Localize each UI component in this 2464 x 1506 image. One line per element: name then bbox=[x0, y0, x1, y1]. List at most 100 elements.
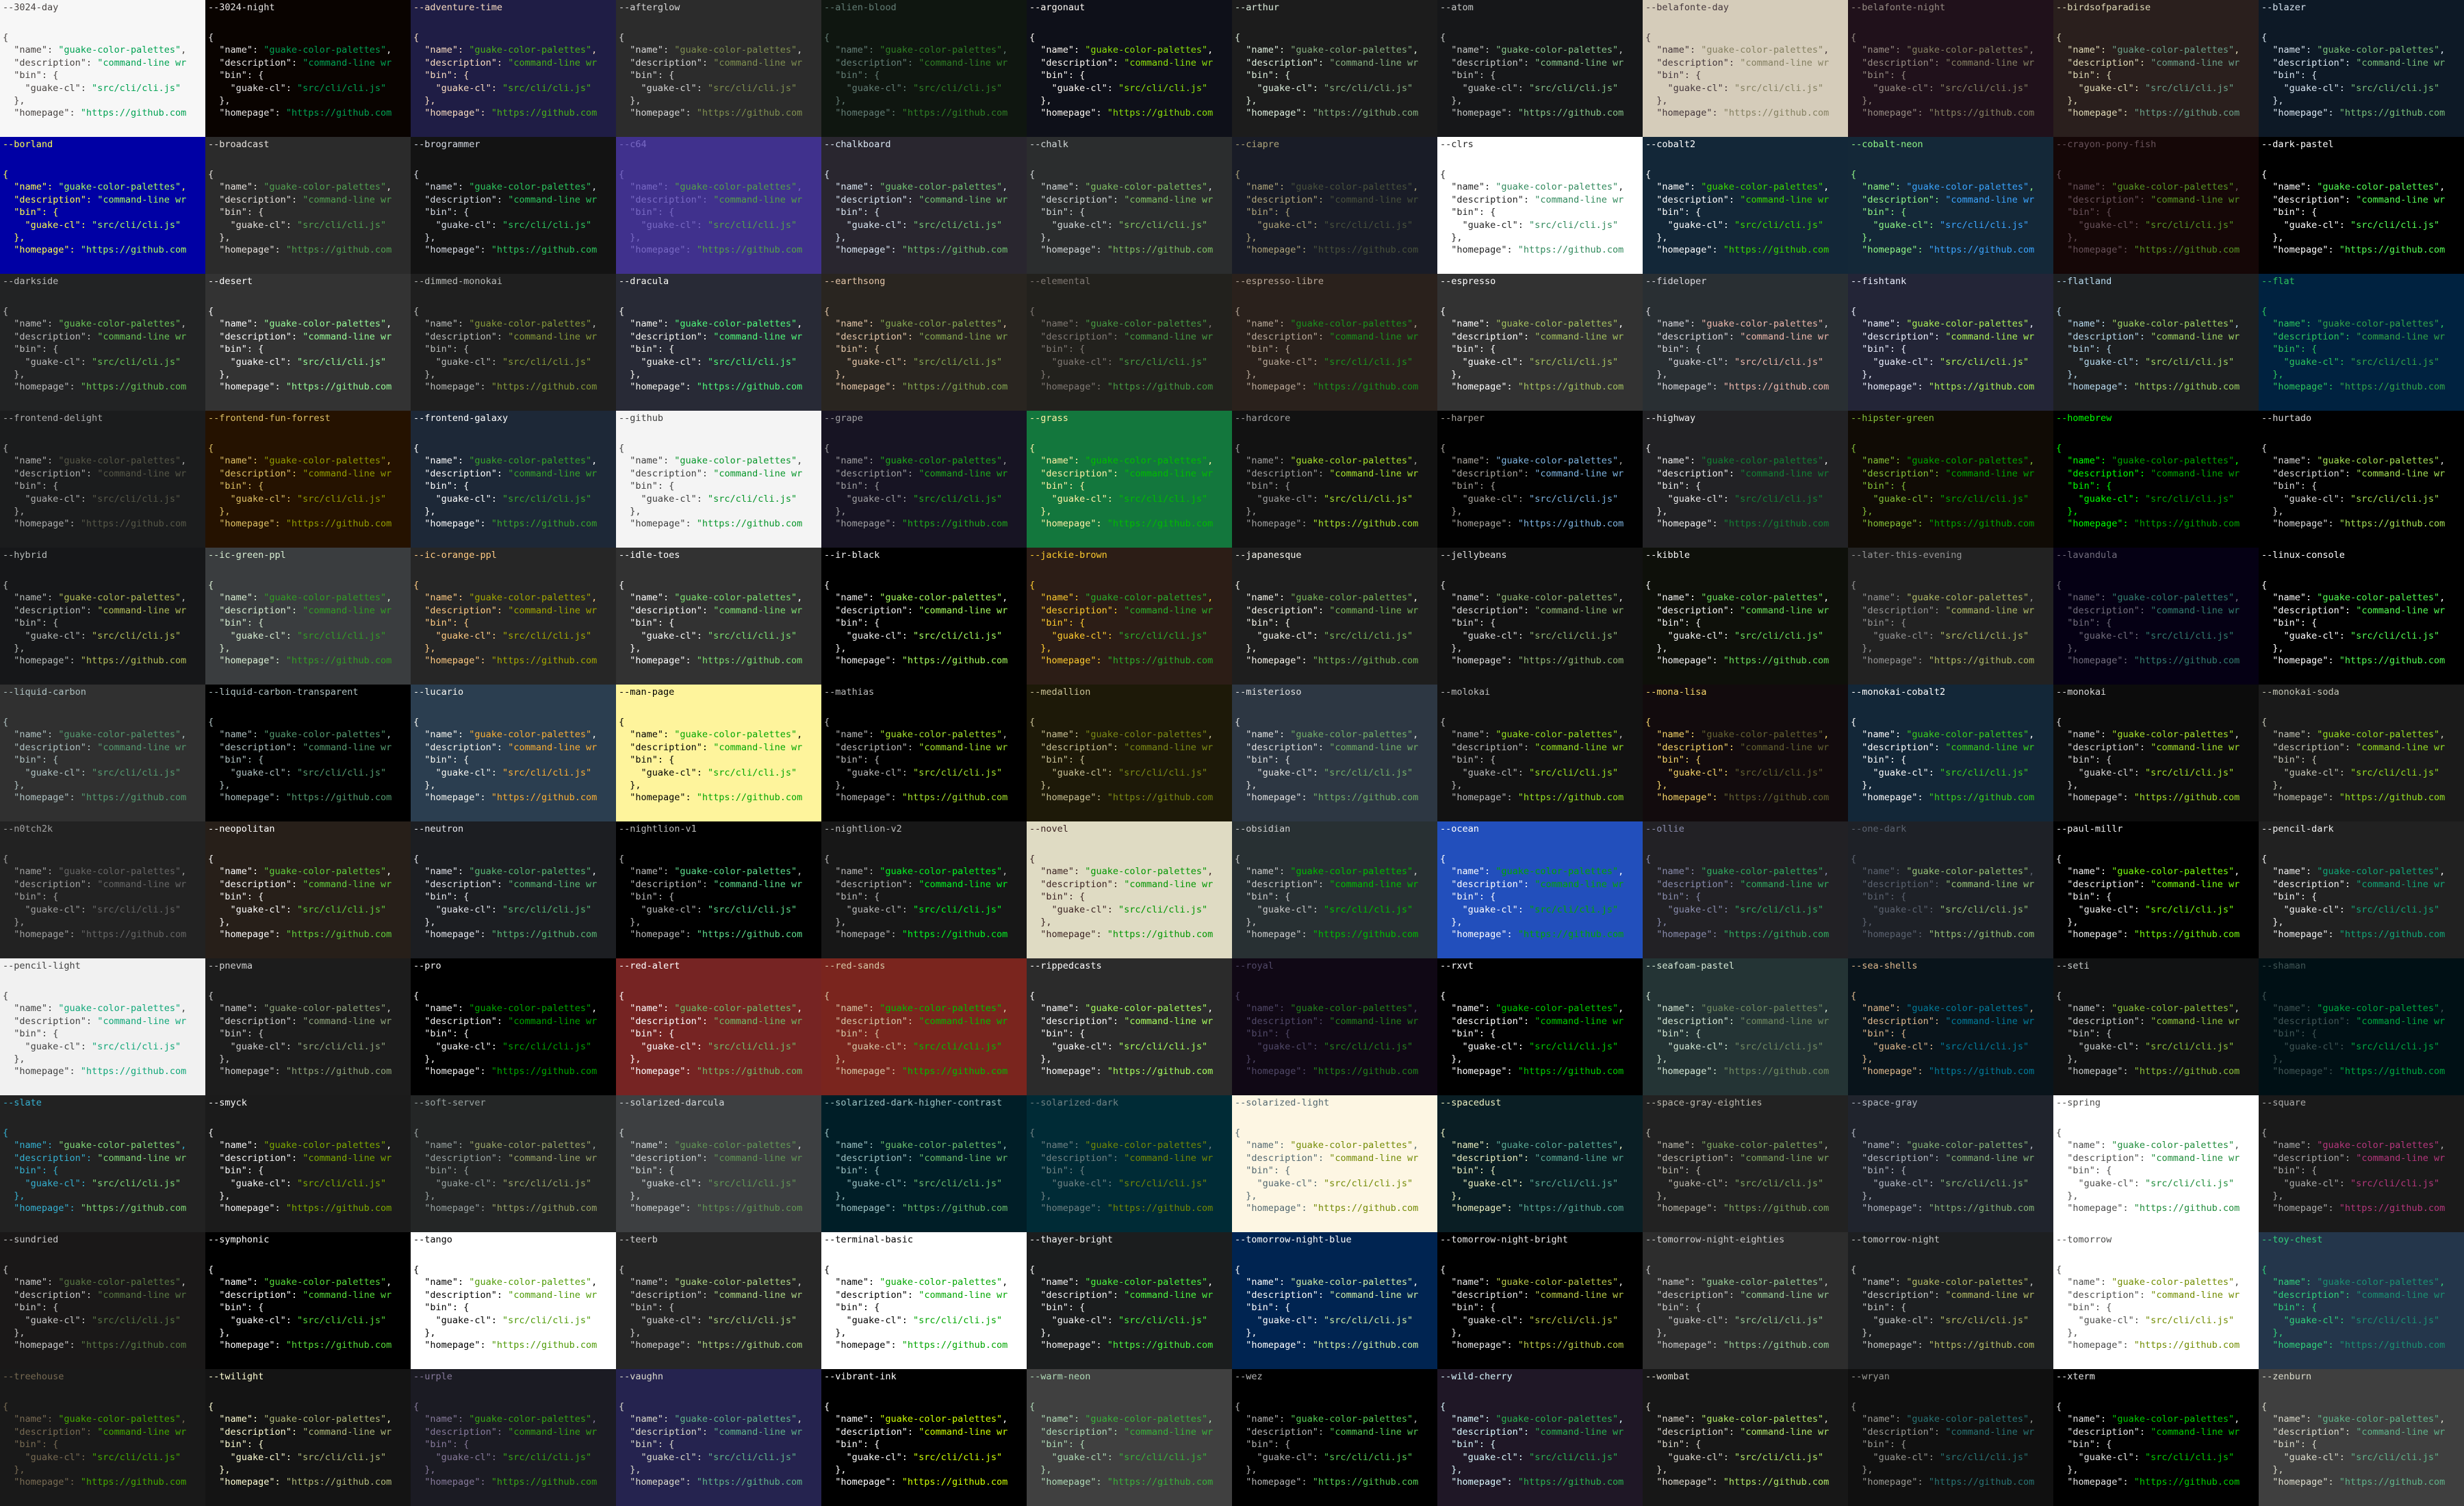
key-token: "name" bbox=[1451, 318, 1485, 330]
code-line: }, bbox=[2056, 368, 2256, 381]
string-token: "https://github.com bbox=[696, 107, 803, 119]
code-line: { bbox=[208, 853, 408, 865]
key-token: : bbox=[1690, 318, 1702, 330]
key-token: : bbox=[869, 592, 880, 604]
code-line: "description": "command-line wr bbox=[619, 741, 819, 754]
key-token: "bin" bbox=[630, 481, 658, 492]
key-token: "homepage" bbox=[1862, 1066, 1918, 1077]
code-line: { bbox=[3, 853, 203, 865]
key-token: , bbox=[181, 44, 187, 56]
key-token: "name" bbox=[2067, 455, 2101, 467]
key-token: , bbox=[1413, 318, 1419, 330]
key-token: : bbox=[1301, 244, 1313, 256]
code-line: "description": "command-line wr bbox=[2261, 878, 2461, 891]
key-token: : bbox=[80, 82, 92, 94]
code-line: "description": "command-line wr bbox=[413, 741, 613, 754]
string-token: "guake-color-palettes" bbox=[469, 729, 592, 741]
string-token: "src/cli/cli.js" bbox=[2350, 1314, 2440, 1326]
string-token: "guake-color-palettes" bbox=[880, 1003, 1003, 1014]
key-token: "bin" bbox=[219, 1302, 247, 1314]
key-token: "guake-cl" bbox=[1051, 1451, 1107, 1463]
key-token: : bbox=[285, 219, 298, 231]
code-snippet: {"name": "guake-color-palettes", "descrip… bbox=[208, 1401, 408, 1489]
key-token: : { bbox=[41, 481, 59, 492]
key-token: : bbox=[702, 1289, 714, 1301]
theme-name: --red-alert bbox=[619, 960, 680, 971]
key-token: "homepage" bbox=[2067, 1477, 2123, 1488]
code-line: { bbox=[1645, 853, 1845, 865]
code-line: { bbox=[3, 1127, 203, 1139]
code-line: { bbox=[208, 716, 408, 728]
key-token: "guake-cl" bbox=[2283, 1314, 2339, 1326]
string-token: "command-line wr bbox=[97, 1015, 187, 1027]
key-token: : bbox=[2344, 604, 2357, 616]
string-token: "command-line wr bbox=[97, 1289, 187, 1301]
key-token: : bbox=[1728, 331, 1741, 342]
code-line: "description": "command-line wr bbox=[1029, 1289, 1229, 1301]
string-token: "command-line wr bbox=[1329, 1015, 1419, 1027]
code-line: "description": "command-line wr bbox=[2056, 604, 2256, 617]
key-token: "bin" bbox=[1246, 207, 1274, 218]
key-token: "description" bbox=[424, 741, 497, 753]
code-line: "guake-cl": "src/cli/cli.js" bbox=[1029, 1177, 1229, 1190]
key-token: { bbox=[2056, 1264, 2062, 1275]
key-token: : bbox=[696, 356, 708, 368]
code-line: "guake-cl": "src/cli/cli.js" bbox=[208, 219, 408, 231]
key-token: { bbox=[824, 443, 830, 454]
code-line: "guake-cl": "src/cli/cli.js" bbox=[208, 82, 408, 94]
key-token: : { bbox=[1478, 344, 1496, 355]
key-token: "description" bbox=[2272, 1289, 2345, 1301]
string-token: "https://github.com bbox=[1928, 1203, 2035, 1214]
string-token: "https://github.com bbox=[1107, 107, 1214, 119]
code-line: "description": "command-line wr bbox=[619, 331, 819, 343]
key-token: "name" bbox=[1656, 729, 1691, 741]
key-token: "guake-cl" bbox=[2283, 904, 2339, 915]
code-line: "bin": { bbox=[208, 206, 408, 218]
code-line: }, bbox=[2261, 1053, 2461, 1065]
theme-name: --medallion bbox=[1029, 687, 1091, 698]
string-token: "src/cli/cli.js" bbox=[708, 1314, 797, 1326]
string-token: "src/cli/cli.js" bbox=[2350, 1451, 2440, 1463]
code-line: "bin": { bbox=[824, 617, 1024, 629]
string-token: "https://github.com bbox=[285, 244, 392, 256]
key-token: : bbox=[2344, 1289, 2357, 1301]
key-token: "guake-cl" bbox=[1667, 356, 1723, 368]
key-token: : bbox=[907, 468, 919, 479]
code-line: }, bbox=[619, 779, 819, 791]
key-token: "homepage" bbox=[219, 1203, 275, 1214]
code-snippet: {"name": "guake-color-palettes", "descrip… bbox=[3, 990, 203, 1078]
key-token: : { bbox=[1684, 1165, 1702, 1177]
code-line: "homepage": "https://github.com bbox=[413, 381, 613, 393]
key-token: }, bbox=[630, 1190, 641, 1201]
key-token: "bin" bbox=[1656, 1165, 1684, 1177]
key-token: , bbox=[1002, 1414, 1008, 1425]
key-token: "name" bbox=[1040, 1277, 1075, 1288]
key-token: , bbox=[2234, 1003, 2240, 1014]
key-token: "guake-cl" bbox=[1462, 1177, 1518, 1189]
key-token: "bin" bbox=[630, 617, 658, 629]
theme-preview: --crayon-pony-fish{"name": "guake-color-… bbox=[2053, 137, 2259, 274]
code-snippet: {"name": "guake-color-palettes", "descrip… bbox=[1029, 990, 1229, 1078]
string-token: "src/cli/cli.js" bbox=[502, 630, 592, 641]
code-line: "bin": { bbox=[619, 343, 819, 355]
key-token: "description" bbox=[630, 57, 702, 68]
code-line: "description": "command-line wr bbox=[2056, 1426, 2256, 1438]
code-line: "description": "command-line wr bbox=[1645, 468, 1845, 480]
string-token: "https://github.com bbox=[1517, 1477, 1624, 1488]
key-token: "homepage" bbox=[424, 518, 480, 530]
string-token: "guake-color-palettes" bbox=[1906, 1277, 2029, 1288]
key-token: "guake-cl" bbox=[1462, 630, 1518, 641]
key-token: }, bbox=[1656, 642, 1668, 654]
key-token: : bbox=[869, 866, 880, 878]
key-token: : bbox=[907, 331, 919, 342]
key-token: "description" bbox=[14, 468, 86, 479]
code-line: "bin": { bbox=[208, 343, 408, 355]
theme-name: --vaughn bbox=[619, 1371, 664, 1382]
code-line: { bbox=[1851, 716, 2051, 728]
code-line: }, bbox=[208, 505, 408, 518]
key-token: : bbox=[1523, 1426, 1535, 1438]
key-token: "bin" bbox=[835, 891, 863, 903]
code-snippet: {"name": "guake-color-palettes", "descrip… bbox=[1851, 31, 2051, 120]
theme-name: --cobalt-neon bbox=[1851, 139, 1923, 150]
key-token: : bbox=[2339, 1314, 2351, 1326]
